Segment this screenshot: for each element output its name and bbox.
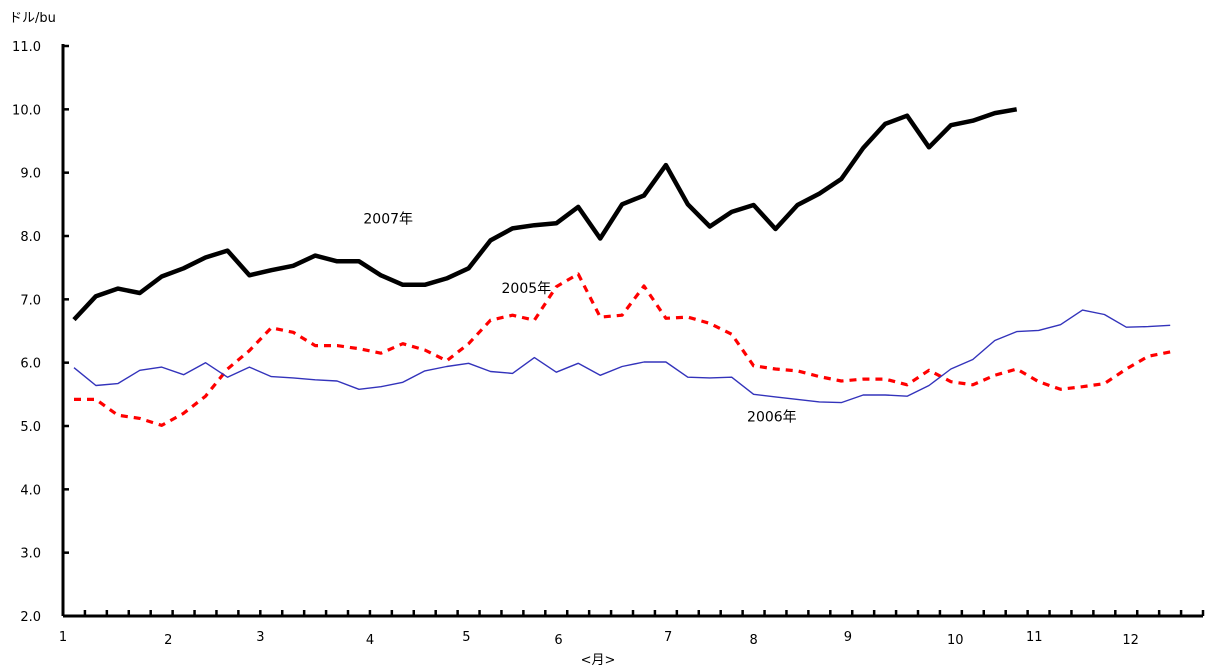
- series-lines: [72, 107, 1171, 427]
- labels: ドル/bu <月> 2007年 2005年 2006年: [9, 11, 797, 668]
- x-tick-label: 5: [462, 630, 470, 645]
- x-tick-label: 11: [1026, 630, 1043, 645]
- series-line-1: [72, 107, 1018, 322]
- x-tick-label: 9: [844, 630, 852, 645]
- y-tick-label: 9.0: [20, 167, 41, 182]
- x-tick-label: 2: [164, 633, 172, 648]
- y-tick-label: 4.0: [20, 483, 41, 498]
- series-line-3: [73, 309, 1171, 404]
- series-label-1: 2007年: [363, 211, 413, 227]
- x-tick-label: 12: [1122, 633, 1139, 648]
- x-tick-label: 4: [366, 633, 374, 648]
- axes: 2.03.04.05.06.07.08.09.010.011.01 2 3 4 5 6 7 8…: [12, 40, 1205, 648]
- y-tick-label: 5.0: [20, 420, 41, 435]
- y-tick-label: 3.0: [20, 547, 41, 562]
- x-tick-label: 7: [664, 630, 672, 645]
- x-tick-label: 10: [947, 633, 964, 648]
- x-tick-label: 6: [554, 633, 562, 648]
- y-tick-label: 11.0: [12, 40, 41, 55]
- series-label-3: 2006年: [747, 410, 797, 426]
- y-tick-label: 7.0: [20, 293, 41, 308]
- series-label-2: 2005年: [502, 281, 552, 297]
- y-tick-label: 10.0: [12, 103, 41, 118]
- y-tick-label: 6.0: [20, 357, 41, 372]
- x-axis-title: <月>: [581, 653, 616, 668]
- x-tick-label: 3: [256, 630, 264, 645]
- series-line-2: [74, 272, 1171, 427]
- x-tick-label: 8: [749, 633, 757, 648]
- y-tick-label: 8.0: [20, 230, 41, 245]
- y-tick-label: 2.0: [20, 610, 41, 625]
- x-tick-label: 1: [59, 630, 67, 645]
- y-axis-title: ドル/bu: [9, 11, 56, 26]
